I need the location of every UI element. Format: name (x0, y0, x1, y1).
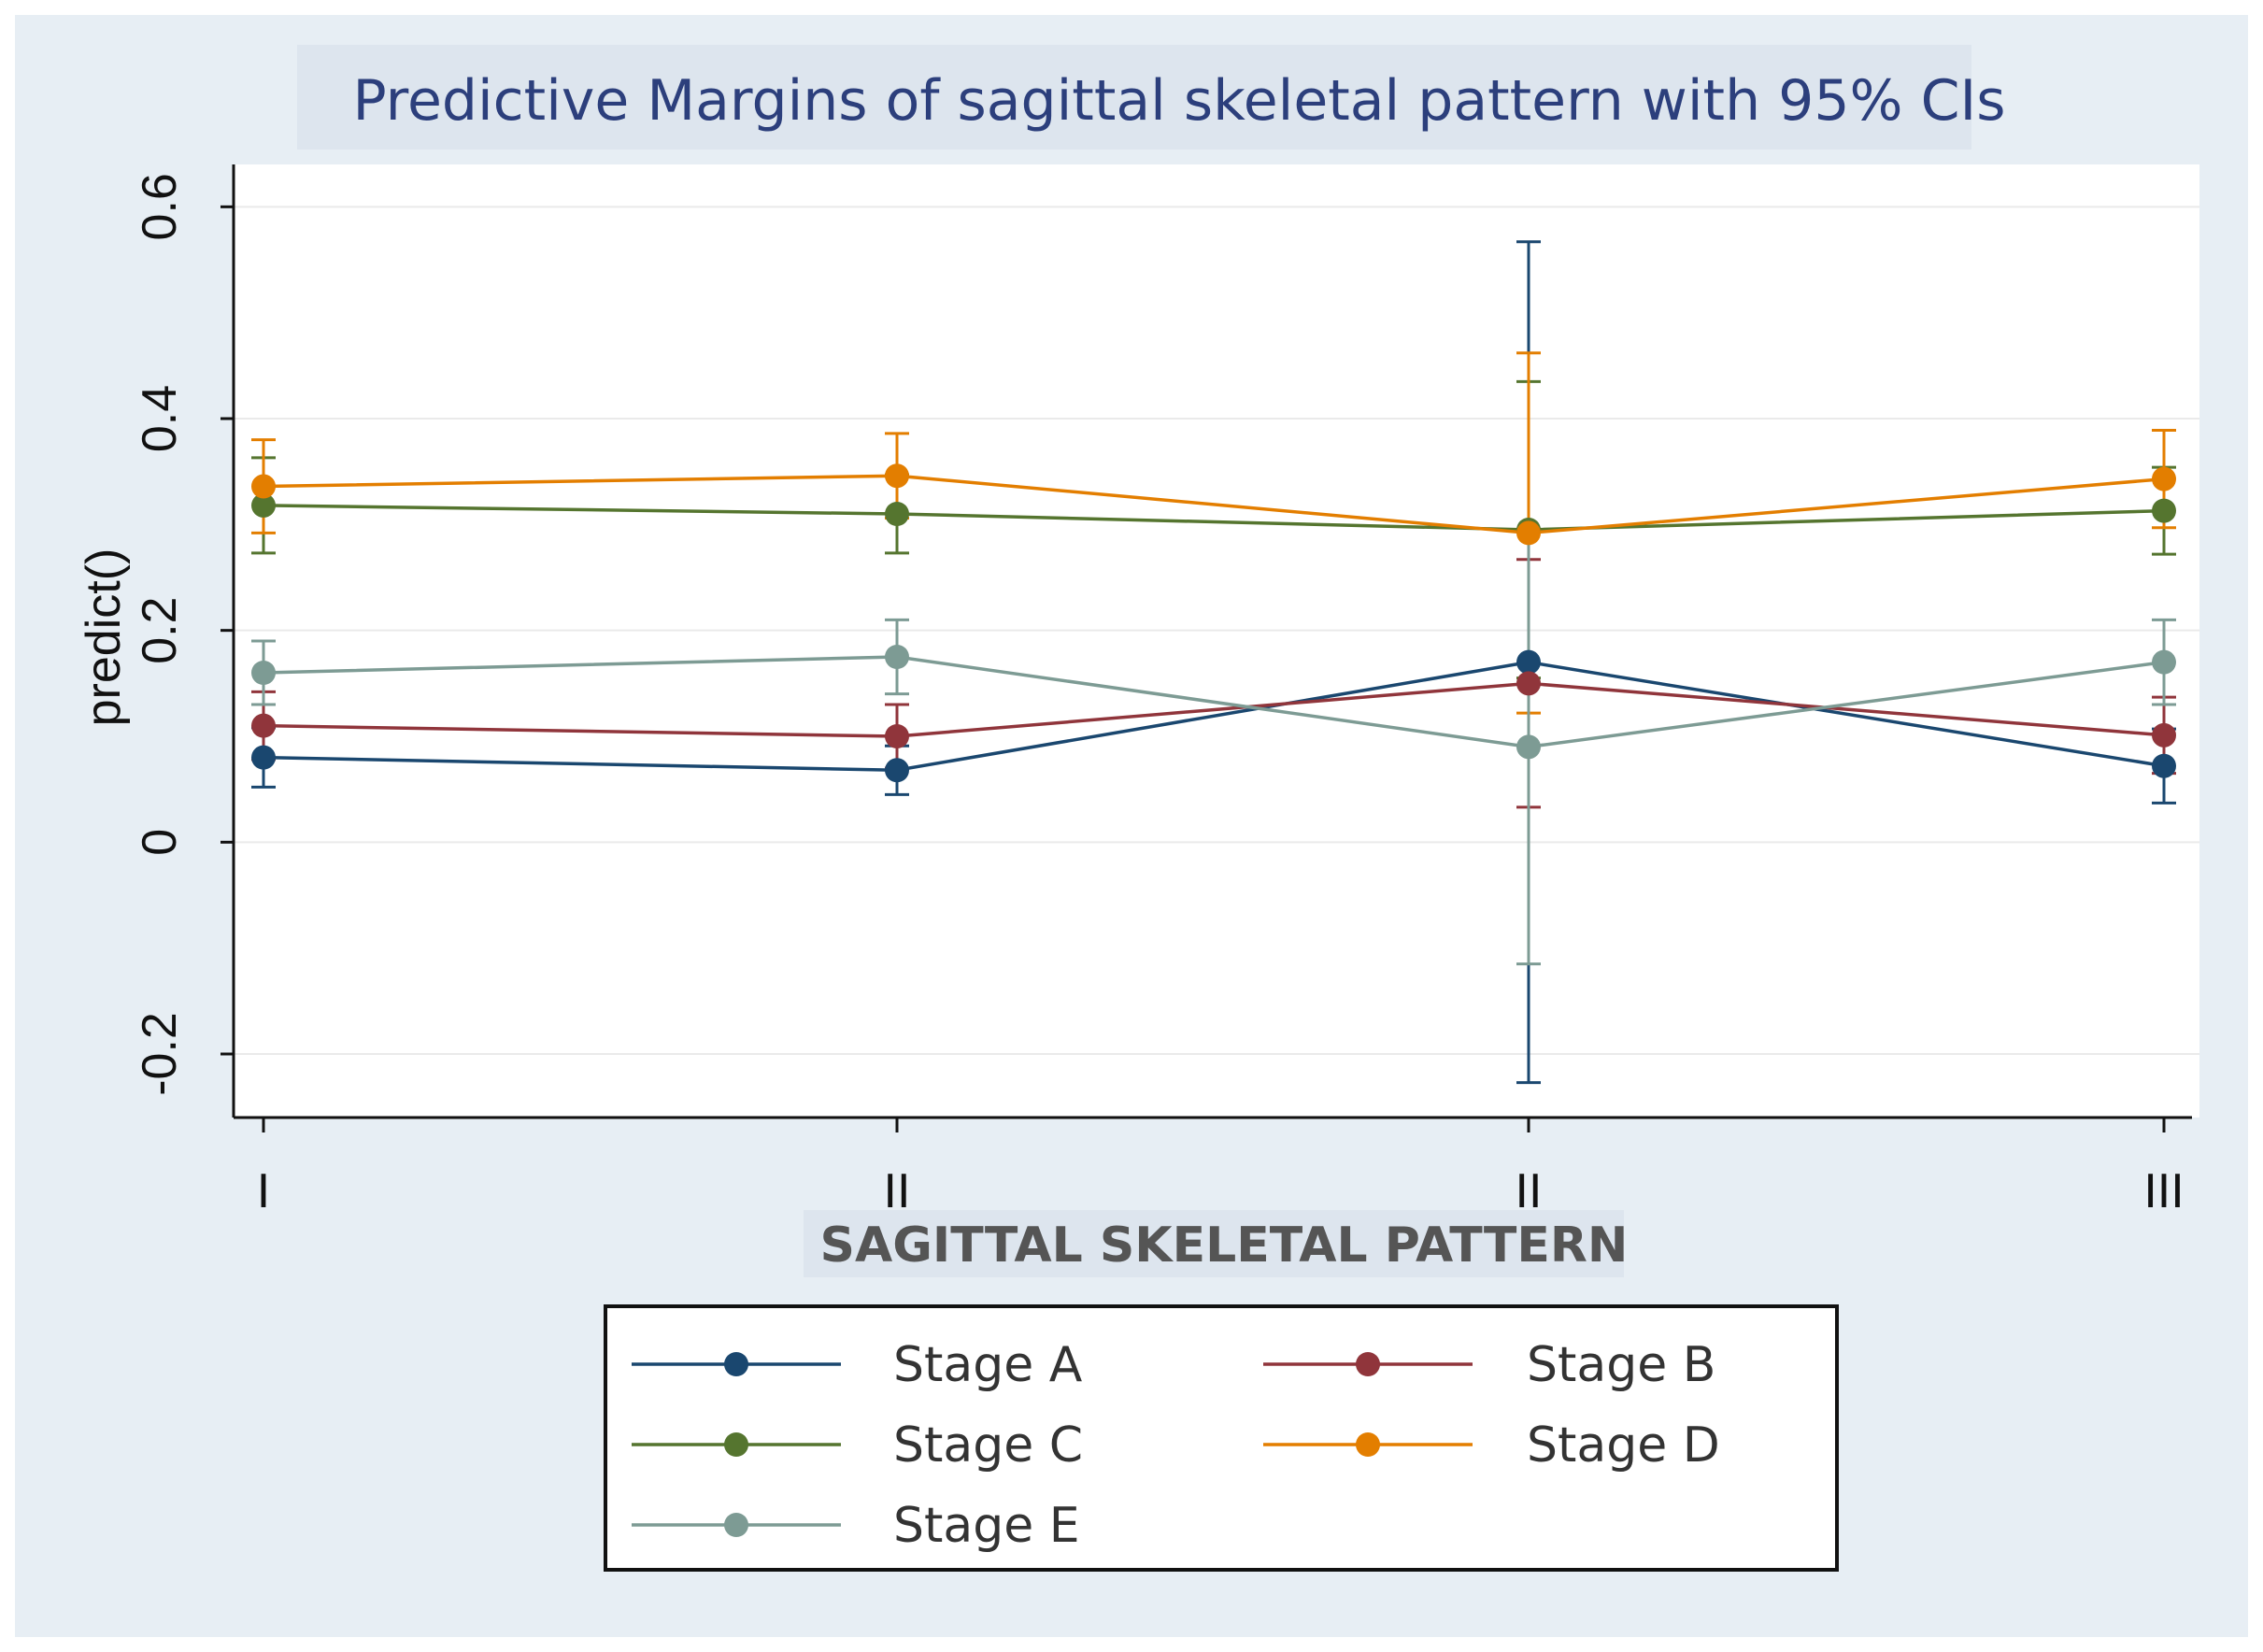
series-lines (263, 474, 2165, 773)
grid (234, 206, 2199, 1055)
data-point (2152, 466, 2176, 491)
data-point (1516, 649, 1541, 675)
legend-marker (724, 1513, 748, 1537)
y-axis-title: predict() (77, 548, 131, 727)
y-tick-label: 0.6 (133, 173, 187, 240)
x-tick-label: II (884, 1164, 911, 1218)
series-line (263, 655, 2165, 749)
data-point (251, 713, 276, 738)
y-tick-label: 0 (133, 829, 187, 856)
data-point (885, 463, 909, 489)
series-line (263, 681, 2165, 738)
data-point (885, 645, 909, 669)
data-point (251, 474, 276, 499)
x-tick-label: III (2143, 1164, 2184, 1218)
data-point (2152, 649, 2176, 675)
data-point (251, 745, 276, 770)
legend-label: Stage E (893, 1498, 1080, 1554)
y-tick-label: 0.2 (133, 597, 187, 664)
y-ticks: -0.2 0 0.2 0.4 0.6 (133, 173, 234, 1096)
data-point (1516, 520, 1541, 546)
series-markers (251, 463, 2176, 783)
chart-title: Predictive Margins of sagittal skeletal … (353, 68, 2006, 134)
y-tick-label: -0.2 (133, 1012, 187, 1096)
series-line (263, 504, 2165, 532)
data-point (885, 724, 909, 748)
legend-marker (1356, 1432, 1380, 1457)
data-point (2152, 753, 2176, 778)
data-point (251, 661, 276, 685)
data-point (885, 502, 909, 526)
x-tick-label: II (1516, 1164, 1543, 1218)
legend-marker (724, 1432, 748, 1457)
legend-label: Stage D (1527, 1417, 1720, 1474)
x-axis-title-background (804, 1210, 1624, 1277)
x-ticks: I II II III (257, 1118, 2185, 1218)
data-point (251, 492, 276, 518)
legend-label: Stage C (893, 1417, 1083, 1474)
series-line (263, 660, 2165, 773)
y-tick-label: 0.4 (133, 385, 187, 452)
data-point (2152, 722, 2176, 748)
legend-label: Stage A (893, 1337, 1083, 1393)
x-tick-label: I (257, 1164, 270, 1218)
data-point (1516, 671, 1541, 696)
legend-marker (1356, 1352, 1380, 1376)
legend-entries: Stage A Stage B Stage C Stage D Stage E (632, 1337, 1720, 1554)
data-point (1516, 734, 1541, 760)
series-line (263, 474, 2165, 535)
data-point (2152, 498, 2176, 523)
title-background (297, 45, 1971, 150)
legend-label: Stage B (1527, 1337, 1715, 1393)
data-point (885, 758, 909, 783)
x-axis-title: SAGITTAL SKELETAL PATTERN (820, 1218, 1629, 1274)
plot-area (234, 164, 2199, 1118)
legend-marker (724, 1352, 748, 1376)
